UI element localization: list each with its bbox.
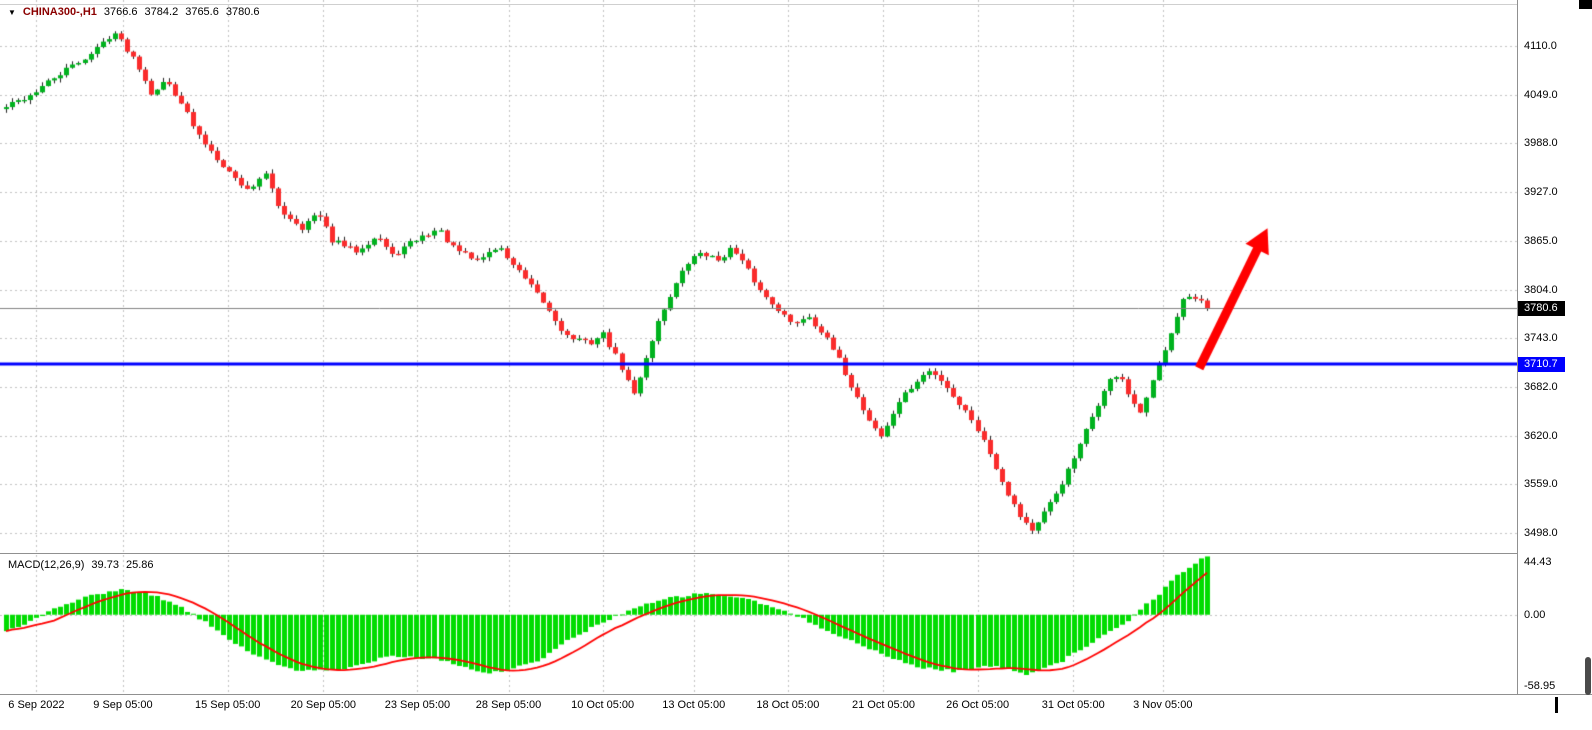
symbol-dropdown-caret[interactable]: ▼ (8, 7, 16, 17)
time-axis-tick: 18 Oct 05:00 (756, 699, 820, 711)
chart-top-border (0, 4, 1578, 5)
macd-axis-tick: 44.43 (1524, 556, 1552, 568)
time-axis-tick: 20 Sep 05:00 (290, 699, 357, 711)
macd-axis-tick: 0.00 (1524, 608, 1546, 621)
ohlc-open-value: 3766.6 (103, 6, 138, 18)
price-axis-tick: 3559.0 (1524, 478, 1558, 491)
time-axis-tick: 26 Oct 05:00 (946, 699, 1010, 711)
time-axis-tick: 6 Sep 2022 (8, 699, 65, 711)
price-axis-tick: 3743.0 (1524, 332, 1558, 345)
price-axis-tick: 3988.0 (1524, 137, 1558, 150)
time-axis-tick: 31 Oct 05:00 (1041, 699, 1105, 711)
time-axis-tick: 15 Sep 05:00 (194, 699, 261, 711)
macd-axis-tick: -58.95 (1524, 680, 1556, 692)
time-axis-tick: 13 Oct 05:00 (662, 699, 726, 711)
panel-separator[interactable] (0, 553, 1592, 554)
price-axis-tick: 3927.0 (1524, 185, 1558, 198)
price-axis-tick: 3498.0 (1524, 527, 1558, 540)
price-axis-tick: 3620.0 (1524, 429, 1558, 442)
chart-header: ▼ CHINA300-,H1 3766.6 3784.2 3765.6 3780… (8, 6, 260, 18)
price-axis-tick: 4049.0 (1524, 88, 1558, 101)
macd-indicator-canvas[interactable] (0, 555, 1518, 694)
time-axis-separator (0, 694, 1592, 695)
bid-price-badge: 3780.6 (1518, 301, 1565, 317)
indicator-main-value: 39.73 (91, 559, 119, 571)
indicator-name: MACD(12,26,9) (8, 559, 85, 571)
price-axis-tick: 4110.0 (1524, 39, 1557, 52)
price-axis[interactable]: 4110.0 4049.0 3988.0 3927.0 3865.0 3804.0 3743… (1518, 0, 1592, 694)
time-axis-tick: 21 Oct 05:00 (851, 699, 915, 711)
time-axis-tick: 10 Oct 05:00 (571, 699, 635, 711)
symbol-label: CHINA300-,H1 (22, 6, 97, 18)
price-axis-tick: 3682.0 (1524, 380, 1558, 393)
price-axis-tick: 3865.0 (1524, 234, 1558, 247)
vertical-scrollbar-thumb[interactable] (1585, 657, 1591, 695)
time-axis-tick: 3 Nov 05:00 (1133, 699, 1193, 711)
support-line-price-badge: 3710.7 (1518, 356, 1565, 372)
ohlc-high-value: 3784.2 (144, 6, 179, 18)
price-axis-separator (1517, 0, 1518, 694)
time-axis-tick: 9 Sep 05:00 (93, 699, 153, 711)
indicator-label: MACD(12,26,9) 39.73 25.86 (8, 559, 153, 571)
horizontal-scrollbar-end-mark (1555, 697, 1558, 713)
ohlc-low-value: 3765.6 (185, 6, 219, 18)
main-chart-canvas[interactable] (0, 0, 1518, 553)
time-axis[interactable]: 6 Sep 2022 9 Sep 05:00 15 Sep 05:00 20 Sep … (0, 695, 1592, 730)
time-axis-tick: 28 Sep 05:00 (475, 699, 542, 711)
price-axis-tick: 3804.0 (1524, 283, 1558, 296)
scroll-corner-mark (1579, 0, 1592, 9)
indicator-signal-value: 25.86 (125, 559, 154, 571)
ohlc-close-value: 3780.6 (225, 6, 260, 18)
time-axis-tick: 23 Sep 05:00 (384, 699, 451, 711)
